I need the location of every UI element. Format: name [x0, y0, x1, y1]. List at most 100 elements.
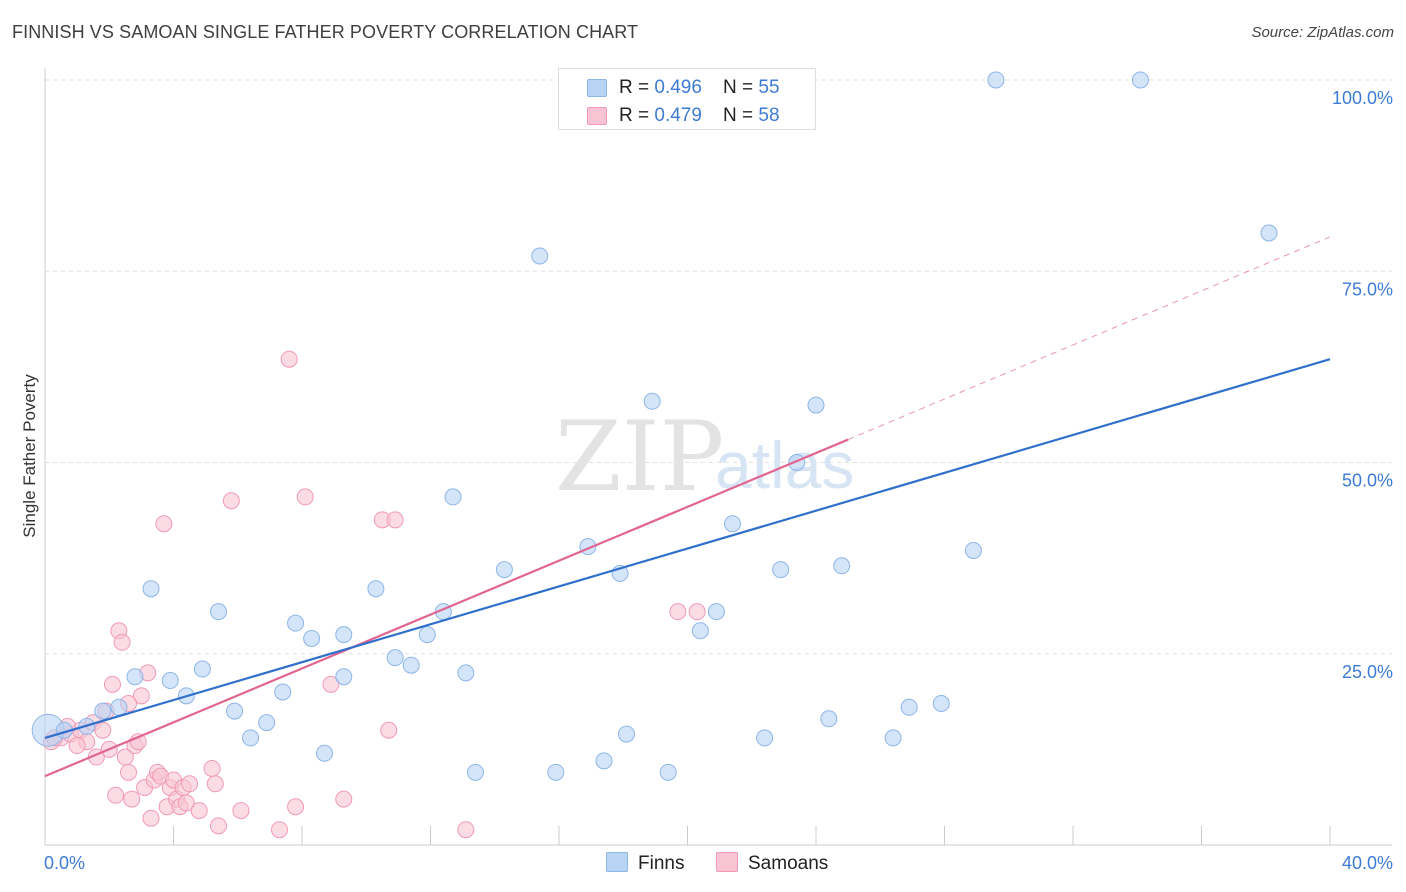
legend-n-label: N =	[723, 77, 759, 98]
samoans-swatch	[587, 107, 607, 125]
finns-point	[226, 702, 244, 720]
samoans-point	[457, 821, 475, 839]
samoans-point	[203, 760, 221, 777]
finns-point	[772, 561, 790, 579]
samoans-legend-swatch	[716, 852, 738, 872]
samoans-point	[206, 775, 224, 793]
gridlines	[45, 79, 1392, 655]
finns-point	[659, 763, 677, 781]
samoans-point	[688, 603, 706, 621]
finns-legend-swatch	[606, 852, 628, 872]
samoans-legend-label: Samoans	[748, 853, 829, 874]
samoans-point	[209, 817, 227, 835]
samoans-point	[280, 350, 298, 368]
samoans-r-value: 0.479	[654, 105, 702, 126]
samoans-point	[155, 515, 173, 533]
finns-point	[142, 580, 160, 598]
samoans-point	[335, 790, 353, 808]
finns-points	[31, 71, 1278, 781]
finns-point	[457, 664, 475, 682]
tick-labels: 25.0% 50.0% 75.0% 100.0% 0.0% 40.0%	[44, 88, 1393, 873]
finns-point	[820, 710, 838, 728]
finns-point	[242, 729, 260, 747]
samoans-trend-extension	[847, 236, 1331, 441]
finns-point	[193, 660, 211, 678]
axes	[44, 68, 1392, 846]
stats-legend: R = 0.496 N = 55 R = 0.479 N = 58	[558, 68, 816, 130]
samoans-point	[287, 798, 305, 816]
finns-point	[303, 629, 321, 647]
samoans-point	[132, 687, 150, 705]
samoans-point	[103, 675, 121, 693]
samoans-point	[232, 802, 250, 820]
finns-point	[418, 626, 436, 644]
y-tick-label: 25.0%	[1342, 662, 1393, 682]
finns-point	[987, 71, 1005, 89]
finns-point	[335, 626, 353, 644]
finns-point	[126, 668, 144, 686]
finns-n-value: 55	[758, 77, 780, 98]
finns-point	[691, 622, 709, 640]
finns-point	[756, 729, 774, 747]
finns-point	[335, 668, 353, 686]
finns-legend-label: Finns	[638, 853, 685, 874]
finns-point	[707, 603, 725, 621]
samoans-point	[177, 794, 195, 812]
chart-title: FINNISH VS SAMOAN SINGLE FATHER POVERTY …	[12, 22, 639, 42]
finns-point	[932, 694, 950, 712]
finns-point	[807, 396, 825, 414]
y-tick-label: 100.0%	[1332, 88, 1393, 108]
finns-trend-line	[44, 358, 1331, 739]
samoans-point	[107, 786, 125, 804]
samoans-point	[181, 775, 199, 793]
samoans-point	[296, 488, 314, 506]
finns-point	[495, 561, 513, 579]
finns-point	[884, 729, 902, 747]
samoans-point	[222, 492, 240, 510]
x-tick-label: 40.0%	[1342, 853, 1393, 873]
samoans-point	[386, 511, 404, 529]
finns-point	[110, 698, 128, 716]
watermark: ZIP atlas	[555, 401, 854, 513]
finns-point	[531, 247, 549, 265]
samoans-point	[271, 821, 289, 839]
legend-r-label: R =	[619, 105, 655, 126]
bottom-legend-samoans: Samoans	[716, 852, 828, 875]
y-tick-label: 75.0%	[1342, 279, 1393, 299]
legend-r-label: R =	[619, 77, 655, 98]
finns-point	[161, 672, 179, 690]
finns-point	[1131, 71, 1149, 89]
trend-lines	[44, 236, 1331, 778]
samoans-trend-line	[44, 438, 849, 778]
finns-point	[466, 763, 484, 781]
samoans-point	[113, 633, 131, 651]
y-tick-label: 50.0%	[1342, 471, 1393, 491]
finns-point	[900, 698, 918, 716]
samoans-point	[322, 675, 340, 693]
finns-point	[386, 649, 404, 667]
bottom-legend-finns: Finns	[606, 852, 684, 875]
finns-point	[723, 515, 741, 533]
finns-point	[402, 656, 420, 674]
finns-point	[595, 752, 613, 770]
finns-point	[258, 714, 276, 732]
finns-point	[287, 614, 305, 632]
finns-point	[547, 763, 565, 781]
finns-point	[643, 392, 661, 410]
source-label: Source: ZipAtlas.com	[1251, 24, 1394, 41]
samoans-point	[68, 737, 86, 755]
finns-point	[964, 541, 982, 559]
finns-point	[94, 702, 112, 720]
finns-swatch	[587, 79, 607, 97]
samoans-point	[380, 721, 398, 739]
finns-point	[209, 603, 227, 621]
watermark-zip: ZIP	[555, 401, 724, 513]
samoans-n-value: 58	[758, 105, 780, 126]
samoans-point	[669, 603, 687, 621]
finns-point	[833, 557, 851, 575]
samoans-point	[190, 802, 208, 820]
samoans-point	[94, 721, 112, 739]
x-tick-label: 0.0%	[44, 853, 85, 873]
samoans-point	[120, 763, 138, 781]
